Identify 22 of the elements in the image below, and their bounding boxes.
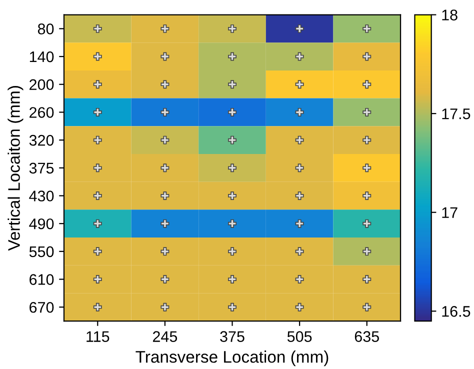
y-tick-label: 140 xyxy=(30,51,54,62)
y-tick-label: 550 xyxy=(29,246,54,258)
x-tick-label: 375 xyxy=(220,331,244,342)
x-tick-label: 505 xyxy=(287,331,312,342)
y-tick-label: 260 xyxy=(30,107,54,118)
color-bar-label: 17.5 xyxy=(442,108,470,120)
y-tick-label: 200 xyxy=(30,79,54,90)
color-bar-label: 17 xyxy=(442,207,458,218)
y-tick-label: 490 xyxy=(29,218,54,230)
y-tick-label: 320 xyxy=(29,134,54,146)
y-tick-label: 670 xyxy=(30,302,54,313)
x-axis-title: Transverse Location (mm) xyxy=(136,350,328,366)
y-tick-label: 610 xyxy=(30,274,54,285)
y-tick-label: 375 xyxy=(29,162,54,174)
x-tick-label: 635 xyxy=(354,331,379,342)
x-tick-label: 245 xyxy=(152,331,178,342)
color-bar-label: 16.5 xyxy=(442,306,470,317)
color-bar-label: 18 xyxy=(442,10,458,20)
y-tick-label: 80 xyxy=(38,24,54,34)
x-tick-label: 115 xyxy=(86,331,110,342)
y-axis-title: Vertical Locaiton (mm) xyxy=(8,86,24,251)
y-tick-label: 430 xyxy=(29,190,54,202)
